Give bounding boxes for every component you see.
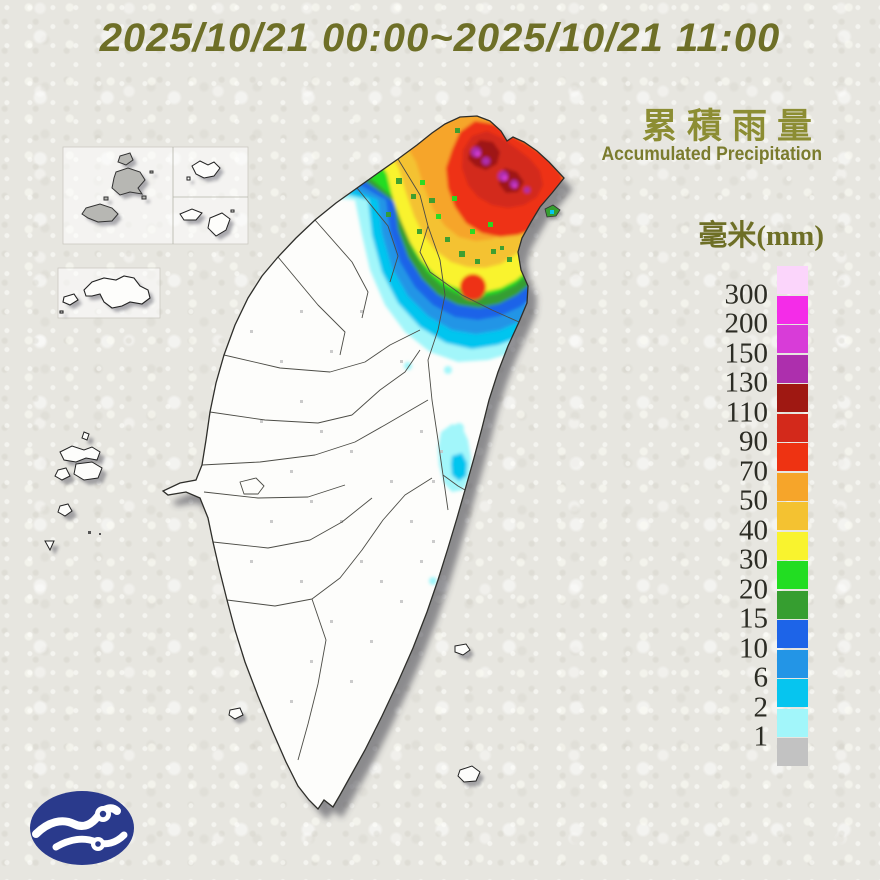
legend-label-50: 50 xyxy=(739,484,768,517)
legend-label-30: 30 xyxy=(739,543,768,576)
legend-swatch-130 xyxy=(777,384,808,412)
legend-swatch-300 xyxy=(777,295,808,324)
legend-swatch-50 xyxy=(777,502,808,530)
legend-label-10: 10 xyxy=(739,631,768,664)
legend-swatch-6 xyxy=(777,679,808,707)
legend-label-200: 200 xyxy=(724,307,769,340)
time-range-title: 2025/10/21 00:00~2025/10/21 11:00 xyxy=(99,16,781,60)
legend-label-6: 6 xyxy=(753,661,769,694)
legend-label-70: 70 xyxy=(739,454,768,487)
legend-swatch-70 xyxy=(777,472,808,501)
inset-panel-matsu xyxy=(62,146,249,245)
legend-swatch-90 xyxy=(777,443,808,471)
legend-swatch-max xyxy=(777,266,808,294)
legend-swatch-2 xyxy=(777,708,808,737)
penghu-islands xyxy=(44,431,107,555)
legend-swatch-110 xyxy=(777,413,808,442)
legend-label-150: 150 xyxy=(724,336,769,369)
precipitation-legend: 300 200 150 130 110 90 70 50 40 30 20 15 10 6 2 1 xyxy=(660,266,820,786)
legend-swatches xyxy=(777,266,808,768)
legend-swatch-150 xyxy=(777,354,808,383)
map-title-en: Accumulated Precipitation xyxy=(601,144,822,165)
cwa-logo xyxy=(30,791,134,865)
guishan-islet xyxy=(544,204,563,220)
legend-label-90: 90 xyxy=(739,425,768,458)
trace-rain-specks xyxy=(250,310,455,703)
map-title-zh: 累積雨量 xyxy=(641,107,822,146)
legend-label-300: 300 xyxy=(724,277,769,310)
legend-swatch-200 xyxy=(777,325,808,353)
legend-label-130: 130 xyxy=(724,366,769,399)
inset-panel-kinmen xyxy=(57,267,161,319)
hualien-rain-cell xyxy=(404,362,471,703)
legend-label-110: 110 xyxy=(725,395,768,428)
legend-label-1: 1 xyxy=(753,720,769,753)
legend-label-40: 40 xyxy=(739,513,768,546)
legend-label-15: 15 xyxy=(739,602,768,635)
legend-swatch-10 xyxy=(777,649,808,678)
unit-label: 毫米(mm) xyxy=(698,220,824,252)
legend-swatch-15 xyxy=(777,620,808,648)
legend-label-2: 2 xyxy=(753,690,769,723)
legend-swatch-30 xyxy=(777,561,808,589)
county-boundaries xyxy=(201,158,520,761)
legend-label-20: 20 xyxy=(739,572,768,605)
legend-swatch-40 xyxy=(777,531,808,560)
legend-swatch-1 xyxy=(777,738,808,766)
legend-swatch-20 xyxy=(777,590,808,619)
